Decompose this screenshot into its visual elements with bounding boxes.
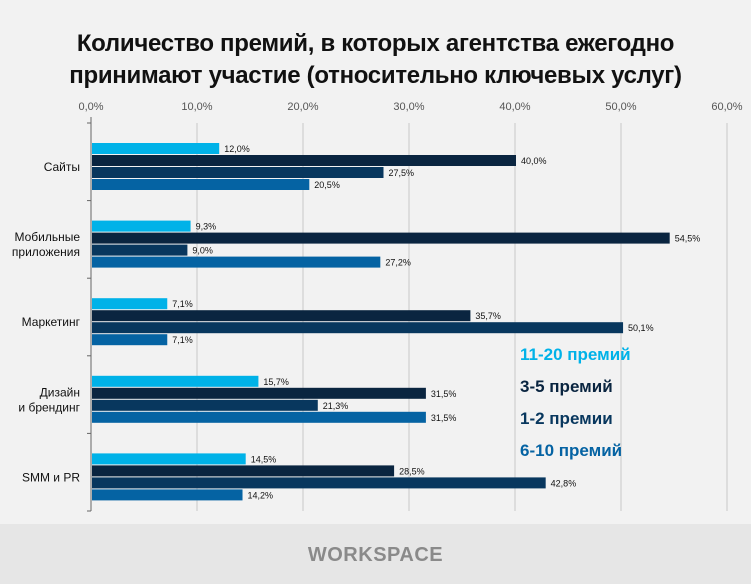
workspace-logo: WORKSPACE — [307, 544, 444, 566]
x-tick-label: 10,0% — [181, 101, 212, 113]
bar — [92, 322, 624, 334]
title-line-2: принимают участие (относительно ключевых… — [69, 62, 682, 89]
category-label: SMM и PR — [22, 470, 80, 484]
category-label: Дизайн — [40, 385, 80, 399]
data-label: 31,5% — [431, 389, 457, 399]
data-label: 42,8% — [551, 478, 577, 488]
title-line-1: Количество премий, в которых агентства е… — [76, 30, 675, 57]
category-label: Маркетинг — [22, 315, 81, 329]
x-tick-label: 30,0% — [393, 101, 424, 113]
category-label: Сайты — [44, 160, 80, 174]
x-tick-label: 40,0% — [499, 101, 530, 113]
bar — [92, 298, 168, 310]
bar-chart: 0,0% 10,0% 20,0% 30,0% 40,0% 50,0% 60,0% Сайты 1… — [12, 101, 743, 512]
data-label: 9,0% — [192, 246, 213, 256]
data-label: 54,5% — [675, 234, 701, 244]
data-label: 21,3% — [323, 401, 349, 411]
bar — [92, 334, 168, 346]
category-label: и брендинг — [18, 400, 80, 414]
bar — [92, 179, 310, 190]
bar — [92, 399, 318, 411]
data-label: 9,3% — [196, 222, 217, 232]
data-label: 27,5% — [389, 168, 415, 178]
bar — [92, 477, 546, 489]
bar — [92, 232, 670, 244]
bar — [92, 143, 220, 154]
bar — [92, 167, 384, 178]
data-label: 14,5% — [251, 454, 277, 464]
bar — [92, 387, 426, 399]
category-label: приложения — [12, 245, 80, 259]
bar — [92, 220, 191, 232]
bar — [92, 310, 471, 322]
bar — [92, 155, 516, 166]
data-label: 7,1% — [172, 299, 193, 309]
x-tick-label: 0,0% — [78, 101, 103, 113]
legend-item-1-2: 1-2 премии — [520, 409, 613, 428]
legend: 11-20 премий 3-5 премий 1-2 премии 6-10 … — [520, 343, 631, 471]
chart-title: Количество премий, в которых агентства е… — [0, 28, 751, 92]
x-tick-label: 50,0% — [605, 101, 636, 113]
bar — [92, 375, 259, 387]
legend-item-3-5: 3-5 премий — [520, 377, 613, 396]
data-label: 28,5% — [399, 466, 425, 476]
x-tick-label: 60,0% — [711, 101, 742, 113]
category-label: Мобильные — [14, 230, 80, 244]
data-label: 7,1% — [172, 335, 193, 345]
bar — [92, 256, 381, 268]
bar — [92, 453, 246, 465]
data-label: 31,5% — [431, 413, 457, 423]
data-label: 40,0% — [521, 156, 547, 166]
legend-item-6-10: 6-10 премий — [520, 441, 623, 460]
data-label: 12,0% — [224, 144, 250, 154]
bar — [92, 489, 243, 501]
data-label: 27,2% — [385, 258, 411, 268]
data-label: 14,2% — [248, 490, 274, 500]
bar — [92, 465, 395, 477]
footer: WORKSPACE — [0, 524, 751, 584]
data-label: 50,1% — [628, 323, 654, 333]
legend-item-11-20: 11-20 премий — [520, 345, 631, 364]
x-tick-label: 20,0% — [287, 101, 318, 113]
data-label: 35,7% — [475, 311, 501, 321]
bar — [92, 244, 188, 256]
data-label: 15,7% — [263, 377, 289, 387]
bar — [92, 411, 426, 423]
data-label: 20,5% — [314, 180, 340, 190]
